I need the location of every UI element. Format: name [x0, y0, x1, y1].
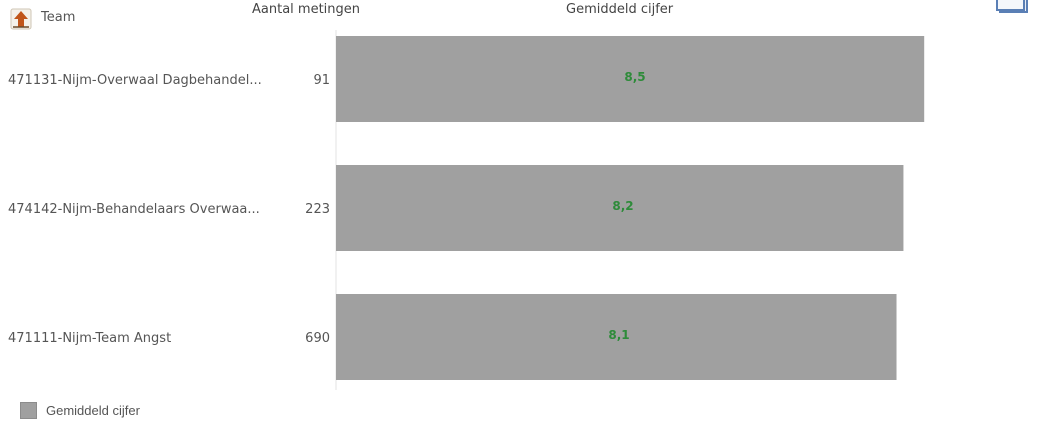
count-label: 91	[313, 73, 330, 88]
data-label: 8,2	[612, 199, 633, 213]
legend: Gemiddeld cijfer	[20, 402, 140, 419]
window-icon[interactable]	[996, 0, 1030, 14]
sort-up-arrow-icon[interactable]	[10, 8, 32, 30]
bar	[336, 165, 904, 251]
legend-label: Gemiddeld cijfer	[46, 403, 140, 418]
team-column-header[interactable]: Team	[41, 10, 76, 25]
data-label: 8,1	[608, 328, 629, 342]
bar-chart: 471131-Nijm-Overwaal Dagbehandel... 91 8,5…	[8, 30, 925, 390]
category-label: 474142-Nijm-Behandelaars Overwaa...	[8, 202, 260, 217]
category-label: 471111-Nijm-Team Angst	[8, 331, 171, 346]
bar	[336, 294, 897, 380]
avg-column-header: Gemiddeld cijfer	[566, 2, 674, 17]
count-column-header: Aantal metingen	[252, 2, 361, 17]
category-label: 471131-Nijm-Overwaal Dagbehandel...	[8, 73, 262, 88]
data-label: 8,5	[624, 70, 645, 84]
count-label: 690	[305, 331, 330, 346]
count-label: 223	[305, 202, 330, 217]
bar	[336, 36, 925, 122]
legend-swatch	[20, 402, 37, 419]
